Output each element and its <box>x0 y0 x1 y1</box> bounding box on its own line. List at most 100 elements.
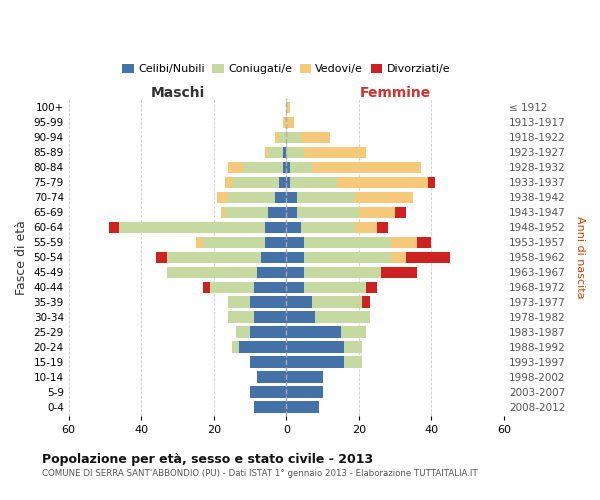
Bar <box>428 176 435 188</box>
Bar <box>286 236 304 248</box>
Bar <box>196 236 203 248</box>
Bar <box>250 326 286 338</box>
Bar <box>224 176 232 188</box>
Bar <box>228 296 250 308</box>
Bar <box>119 222 265 233</box>
Bar <box>286 176 290 188</box>
Bar <box>286 326 341 338</box>
Bar <box>355 192 413 203</box>
Bar <box>359 206 395 218</box>
Bar <box>344 356 362 368</box>
Y-axis label: Fasce di età: Fasce di età <box>15 220 28 294</box>
Bar <box>290 176 337 188</box>
Bar <box>261 252 286 263</box>
Bar <box>304 266 380 278</box>
Bar <box>286 116 293 128</box>
Bar <box>254 312 286 322</box>
Bar <box>377 222 388 233</box>
Bar <box>304 146 366 158</box>
Bar <box>156 252 167 263</box>
Bar <box>391 252 406 263</box>
Bar <box>232 342 239 352</box>
Bar <box>167 266 257 278</box>
Bar <box>250 356 286 368</box>
Bar <box>221 206 224 218</box>
Bar <box>316 312 370 322</box>
Bar <box>301 222 355 233</box>
Bar <box>362 296 370 308</box>
Text: Femmine: Femmine <box>359 86 431 100</box>
Bar <box>283 116 286 128</box>
Bar <box>268 146 283 158</box>
Bar <box>265 222 286 233</box>
Bar <box>250 296 286 308</box>
Bar <box>109 222 119 233</box>
Bar <box>286 222 301 233</box>
Bar <box>239 342 286 352</box>
Bar <box>301 132 330 143</box>
Bar <box>355 222 377 233</box>
Bar <box>210 282 254 292</box>
Bar <box>275 192 286 203</box>
Bar <box>228 192 275 203</box>
Text: Maschi: Maschi <box>151 86 205 100</box>
Bar <box>286 296 311 308</box>
Bar <box>283 146 286 158</box>
Text: Popolazione per età, sesso e stato civile - 2013: Popolazione per età, sesso e stato civil… <box>42 452 373 466</box>
Bar <box>275 132 279 143</box>
Text: COMUNE DI SERRA SANT'ABBONDIO (PU) - Dati ISTAT 1° gennaio 2013 - Elaborazione T: COMUNE DI SERRA SANT'ABBONDIO (PU) - Dat… <box>42 469 478 478</box>
Bar <box>203 282 210 292</box>
Bar <box>265 236 286 248</box>
Bar <box>286 252 304 263</box>
Bar <box>286 386 323 398</box>
Bar <box>243 162 283 173</box>
Bar <box>254 282 286 292</box>
Bar <box>297 192 355 203</box>
Y-axis label: Anni di nascita: Anni di nascita <box>575 216 585 298</box>
Bar <box>304 282 366 292</box>
Bar <box>286 312 316 322</box>
Bar <box>286 266 304 278</box>
Bar <box>224 206 268 218</box>
Bar <box>341 326 366 338</box>
Bar <box>337 176 428 188</box>
Legend: Celibi/Nubili, Coniugati/e, Vedovi/e, Divorziati/e: Celibi/Nubili, Coniugati/e, Vedovi/e, Di… <box>118 60 455 79</box>
Bar <box>290 162 311 173</box>
Bar <box>380 266 417 278</box>
Bar <box>286 282 304 292</box>
Bar <box>279 176 286 188</box>
Bar <box>265 146 268 158</box>
Bar <box>232 176 279 188</box>
Bar <box>286 132 301 143</box>
Bar <box>217 192 228 203</box>
Bar <box>286 206 297 218</box>
Bar <box>228 162 243 173</box>
Bar <box>286 146 304 158</box>
Bar <box>203 236 265 248</box>
Bar <box>297 206 359 218</box>
Bar <box>228 312 254 322</box>
Bar <box>286 402 319 412</box>
Bar <box>391 236 417 248</box>
Bar <box>406 252 449 263</box>
Bar <box>311 162 421 173</box>
Bar <box>279 132 286 143</box>
Bar <box>286 192 297 203</box>
Bar <box>417 236 431 248</box>
Bar <box>286 342 344 352</box>
Bar <box>283 162 286 173</box>
Bar <box>286 162 290 173</box>
Bar <box>268 206 286 218</box>
Bar <box>395 206 406 218</box>
Bar <box>311 296 362 308</box>
Bar <box>257 372 286 382</box>
Bar <box>304 252 391 263</box>
Bar <box>257 266 286 278</box>
Bar <box>344 342 362 352</box>
Bar <box>366 282 377 292</box>
Bar <box>250 386 286 398</box>
Bar <box>286 372 323 382</box>
Bar <box>167 252 261 263</box>
Bar <box>254 402 286 412</box>
Bar <box>286 102 290 113</box>
